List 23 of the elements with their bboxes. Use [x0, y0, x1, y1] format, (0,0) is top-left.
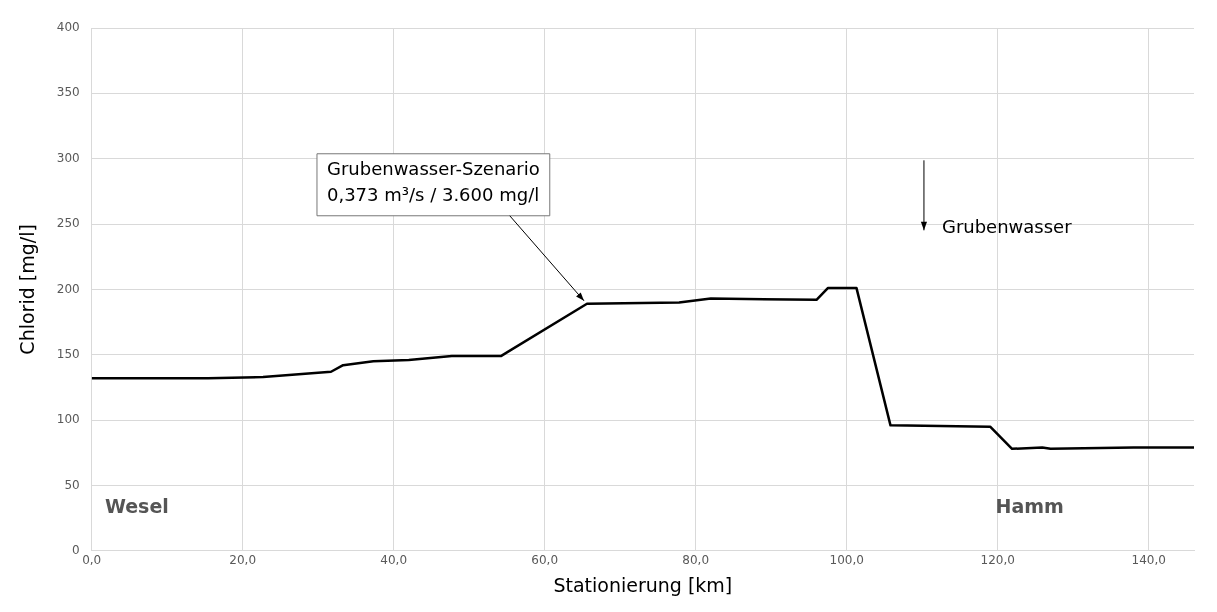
x-tick-label: 20,0: [229, 553, 257, 568]
x-tick-label: 60,0: [531, 553, 559, 568]
x-tick-label: 120,0: [980, 553, 1015, 568]
x-tick-label: 0,0: [82, 553, 102, 568]
x-tick-label: 140,0: [1131, 553, 1166, 568]
y-tick-label: 100: [56, 412, 80, 427]
annotation: Grubenwasser-Szenario 0,373 m³/s / 3.600 mg/l: [326, 158, 540, 206]
y-tick-label: 50: [64, 477, 80, 492]
annotation: Grubenwasser: [941, 216, 1073, 237]
annotation: Wesel: [104, 494, 169, 517]
x-tick-label: 40,0: [380, 553, 408, 568]
x-tick-label: 100,0: [829, 553, 864, 568]
x-tick-label: 80,0: [682, 553, 710, 568]
y-tick-label: 150: [56, 346, 80, 361]
annotation: Hamm: [995, 494, 1064, 517]
y-tick-label: 350: [56, 85, 80, 100]
y-tick-label: 250: [56, 216, 80, 231]
y-tick-label: 200: [56, 281, 80, 296]
y-axis-title: Chlorid [mg/l]: [16, 224, 39, 355]
y-tick-label: 300: [56, 150, 80, 165]
x-axis-title: Stationierung [km]: [553, 573, 733, 596]
y-tick-label: 400: [56, 20, 80, 35]
y-tick-label: 0: [72, 542, 80, 557]
